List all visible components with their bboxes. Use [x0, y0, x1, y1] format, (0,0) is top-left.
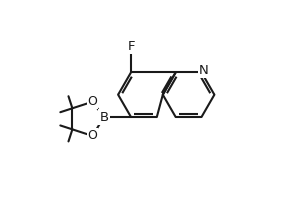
Text: F: F	[127, 40, 135, 53]
Text: O: O	[87, 129, 98, 142]
Text: B: B	[99, 110, 108, 124]
Text: N: N	[199, 64, 209, 77]
Text: O: O	[87, 95, 98, 108]
